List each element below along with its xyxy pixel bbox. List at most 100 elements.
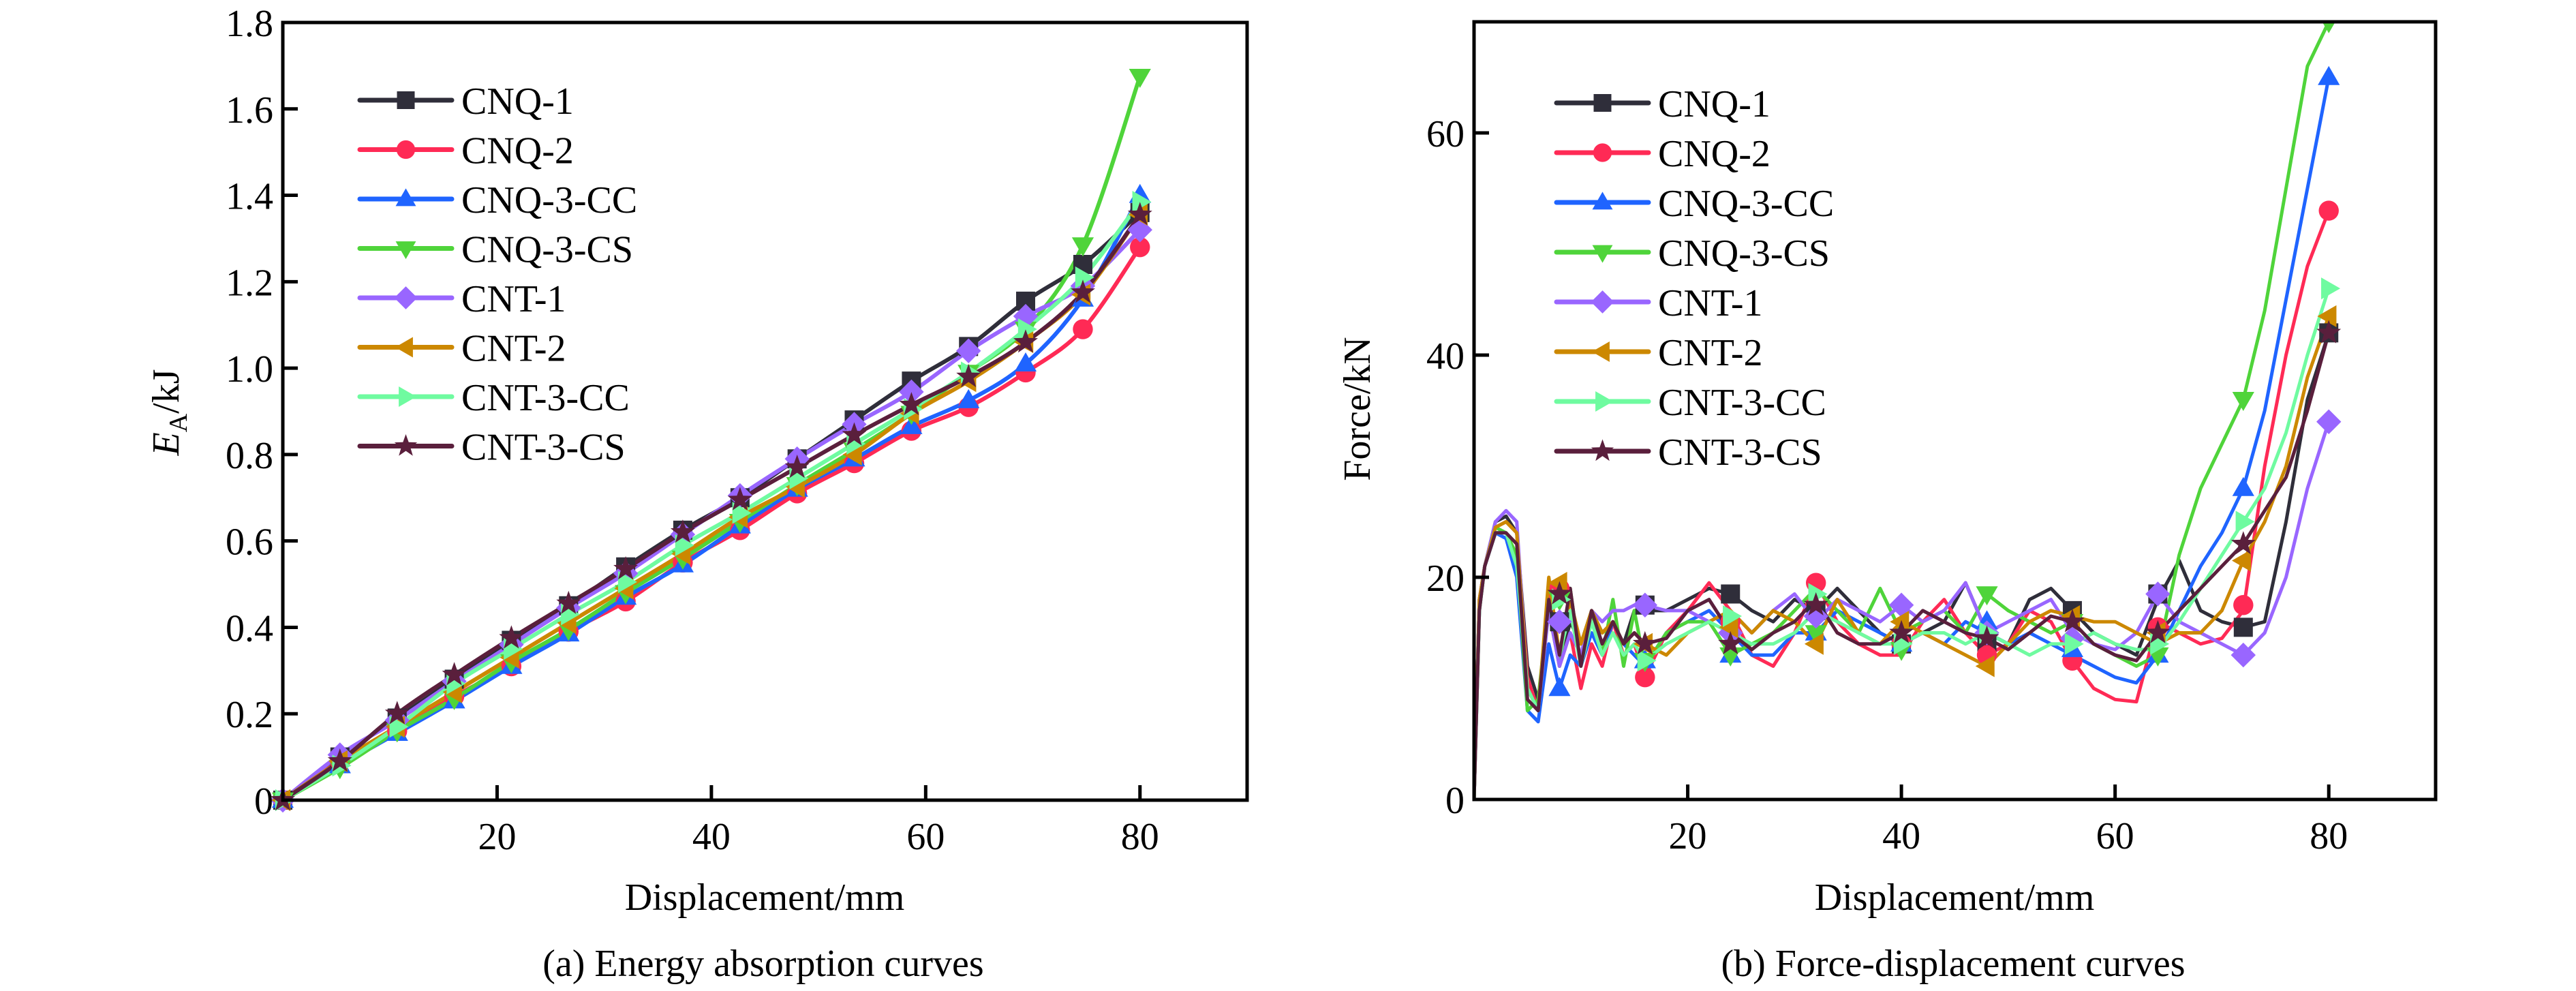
legend-item-cnq-2: CNQ-2 [357, 130, 574, 172]
chart-b-y-axis-label: Force/kN [1336, 337, 1379, 481]
chart-a-markers-group [270, 69, 1152, 813]
legend-marker-triangle-up-icon [1592, 192, 1613, 210]
legend-item-cnt-3-cc: CNT-3-CC [357, 377, 630, 419]
legend-label: CNT-1 [1658, 282, 1763, 324]
legend-marker-square-icon [397, 91, 415, 109]
data-point-cnt-3-cs [1718, 630, 1743, 655]
legend-label: CNQ-3-CC [1658, 183, 1834, 225]
data-point-cnt-3-cs [2060, 609, 2085, 632]
legend-label: CNT-2 [1658, 332, 1763, 374]
data-point-cnq-1 [1721, 584, 1741, 604]
force-displacement-chart: 20 40 60 80 0 20 40 60 Displacement/mm Force/kN… [1336, 20, 2438, 985]
series-line-cnt-3-cc [1474, 286, 2331, 799]
data-point-cnq-3-cs [1976, 586, 1998, 606]
data-point-cnt-3-cs [613, 556, 639, 580]
chart-a-ylabel-unit: /kJ [145, 369, 187, 413]
legend-marker-triangle-down-icon [1592, 245, 1613, 263]
data-point-cnt-1 [1632, 592, 1658, 618]
data-point-cnq-2 [1130, 237, 1150, 258]
data-point-cnt-1 [1888, 592, 1914, 618]
legend-marker-triangle-right-icon [399, 386, 417, 407]
y-tick-label: 0 [1445, 780, 1465, 822]
chart-a-y-axis-label: EA/kJ [145, 369, 193, 456]
legend-marker-triangle-up-icon [395, 188, 416, 207]
data-point-cnt-2 [1890, 611, 1910, 633]
legend-marker-star-icon [394, 434, 418, 456]
data-point-cnt-3-cs [727, 487, 752, 510]
data-point-cnt-3-cc [1723, 605, 1743, 628]
y-tick-label: 1.2 [226, 262, 273, 304]
data-point-cnt-1 [2230, 642, 2256, 668]
data-point-cnt-1 [1547, 609, 1572, 635]
series-line-cnq-3-cc [1474, 76, 2331, 799]
legend-marker-circle-icon [1593, 143, 1612, 162]
legend-item-cnt-2: CNT-2 [357, 328, 566, 370]
data-point-cnt-3-cc [2321, 277, 2341, 300]
data-point-cnt-1 [1803, 603, 1828, 629]
x-tick-label: 40 [1882, 815, 1920, 857]
legend-marker-square-icon [1593, 94, 1612, 112]
data-point-cnq-2 [1073, 319, 1093, 339]
data-point-cnt-3-cs [1632, 630, 1657, 655]
x-tick-label: 20 [1669, 815, 1707, 857]
legend-marker-diamond-icon [1591, 290, 1614, 314]
legend-item-cnq-2: CNQ-2 [1554, 133, 1770, 175]
y-tick-label: 1.6 [226, 89, 273, 132]
legend-item-cnq-1: CNQ-1 [1554, 83, 1770, 125]
data-point-cnt-3-cs [1013, 329, 1038, 353]
data-point-cnt-3-cs [956, 363, 981, 388]
chart-a-series-group [281, 74, 1142, 802]
data-point-cnt-2 [1719, 616, 1738, 639]
y-tick-label: 40 [1426, 335, 1465, 378]
data-point-cnt-3-cs [1071, 279, 1095, 303]
data-point-cnq-2 [2233, 595, 2254, 615]
legend-label: CNQ-3-CS [1658, 232, 1830, 275]
plot-frame [1472, 20, 2438, 802]
data-point-cnt-3-cc [1637, 650, 1657, 672]
y-tick-label: 60 [1426, 113, 1465, 155]
data-point-cnt-3-cs [1127, 202, 1152, 226]
y-tick-label: 0.2 [226, 694, 273, 736]
legend-label: CNQ-3-CC [461, 179, 637, 222]
legend-marker-triangle-left-icon [1591, 341, 1610, 362]
data-point-cnq-1 [1016, 291, 1036, 311]
y-tick-label: 1.0 [226, 348, 273, 391]
x-tick-label: 60 [906, 816, 945, 858]
plot-frame [281, 20, 1249, 802]
data-point-cnq-3-cs [1805, 625, 1827, 645]
data-point-cnt-1 [899, 379, 924, 405]
data-point-cnt-3-cc [1132, 190, 1152, 213]
chart-a-ticks: 20 40 60 80 0 0.2 0.4 0.6 0.8 1.0 1.2 1.4 1.6 1.8 [226, 3, 1159, 858]
data-point-cnt-3-cs [1803, 592, 1828, 615]
data-point-cnt-3-cc [1808, 583, 1828, 605]
legend-item-cnq-3-cs: CNQ-3-CS [357, 229, 633, 271]
data-point-cnt-3-cs [784, 455, 810, 478]
legend-label: CNT-3-CC [461, 377, 630, 419]
legend-label: CNQ-2 [461, 130, 574, 172]
data-point-cnt-3-cs [1974, 625, 1999, 649]
legend-marker-diamond-icon [394, 286, 418, 309]
data-point-cnq-3-cc [1548, 677, 1571, 697]
data-point-cnt-3-cs [1889, 620, 1914, 643]
data-point-cnq-3-cc [2232, 476, 2254, 496]
legend-label: CNQ-1 [461, 80, 574, 123]
data-point-cnq-3-cs [1129, 69, 1151, 89]
svg-text:EA/kJ: EA/kJ [145, 369, 193, 456]
legend-marker-circle-icon [396, 140, 416, 159]
data-point-cnt-2 [1548, 572, 1567, 594]
data-point-cnt-3-cs [2230, 531, 2256, 555]
legend-label: CNT-3-CS [1658, 431, 1822, 474]
legend-item-cnt-2: CNT-2 [1554, 332, 1763, 374]
data-point-cnt-3-cc [389, 716, 409, 738]
legend-item-cnt-1: CNT-1 [357, 278, 566, 320]
y-tick-label: 0.6 [226, 521, 273, 564]
y-tick-label: 0 [254, 780, 273, 823]
series-line-cnt-3-cs [281, 213, 1142, 802]
data-point-cnt-3-cc [732, 502, 752, 524]
legend-item-cnq-3-cc: CNQ-3-CC [357, 179, 637, 222]
data-point-cnt-3-cs [442, 662, 467, 686]
legend-label: CNT-2 [461, 328, 566, 370]
data-point-cnt-3-cc [1017, 318, 1037, 341]
data-point-cnq-3-cc [957, 388, 980, 408]
legend-label: CNQ-3-CS [461, 229, 633, 271]
